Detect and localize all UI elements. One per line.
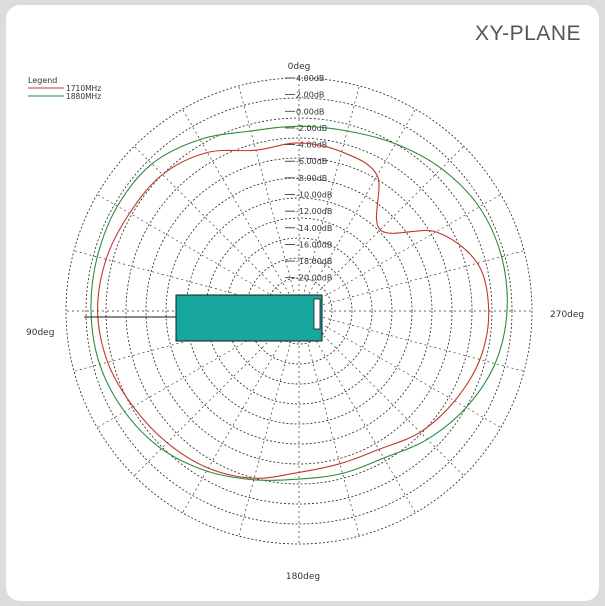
polar-plot: 4.00dB 2.00dB 0.00dB -2.00dB -4.00dB -6.00dB -… xyxy=(26,62,584,582)
grid-ring xyxy=(105,117,493,505)
grid-spoke xyxy=(298,310,416,513)
legend-entry: 1710MHz xyxy=(66,84,101,93)
grid-spoke xyxy=(133,145,300,312)
grid-spoke xyxy=(182,310,300,513)
grid-spoke xyxy=(298,310,360,537)
grid-spoke xyxy=(298,85,360,312)
grid-spoke xyxy=(298,145,465,312)
radial-tick-label: -18.00dB xyxy=(296,257,332,266)
grid-spoke xyxy=(298,109,416,312)
series-line-1880mhz xyxy=(90,125,508,481)
grid-ring xyxy=(265,277,333,345)
legend-entry: 1880MHz xyxy=(66,92,101,101)
series-line-1710mhz xyxy=(97,142,490,479)
grid-ring xyxy=(145,157,453,465)
grid-ring xyxy=(85,97,513,525)
chart-card: XY-PLANE 4.00dB 2.00dB 0.00dB -2.00dB -4.00d… xyxy=(6,5,599,601)
device-block xyxy=(175,294,323,342)
grid-spoke xyxy=(133,310,300,477)
grid-spoke xyxy=(298,310,501,428)
radial-tick-label: -6.00dB xyxy=(296,157,327,166)
grid-spoke xyxy=(182,109,300,312)
plane-title: XY-PLANE xyxy=(475,22,581,45)
angle-label-right: 270deg xyxy=(550,310,584,320)
grid-ring xyxy=(245,257,353,365)
legend-title: Legend xyxy=(28,76,57,85)
grid-spoke xyxy=(298,194,501,312)
radial-tick-label: -8.00dB xyxy=(296,174,327,183)
grid-spoke xyxy=(73,250,300,312)
grid-spoke xyxy=(298,310,525,372)
radial-tick-label: -16.00dB xyxy=(296,240,332,249)
grid-ring xyxy=(205,217,393,405)
grid-ring xyxy=(165,177,433,445)
angle-label-top: 0deg xyxy=(288,62,311,72)
radial-tick-label: 0.00dB xyxy=(296,107,324,116)
radial-tick-label: 4.00dB xyxy=(296,74,324,83)
angle-label-left: 90deg xyxy=(26,328,54,338)
radial-tick-label: -20.00dB xyxy=(296,274,332,283)
grid-spoke xyxy=(238,85,300,312)
radial-tick-label: -10.00dB xyxy=(296,191,332,200)
device-connector xyxy=(313,298,321,330)
grid-ring xyxy=(125,137,473,485)
grid-ring xyxy=(65,77,533,545)
grid-spoke xyxy=(298,310,465,477)
grid-spoke xyxy=(238,310,300,537)
angle-label-bottom: 180deg xyxy=(286,572,320,582)
radial-tick-label: -14.00dB xyxy=(296,224,332,233)
radial-tick-label: -4.00dB xyxy=(296,141,327,150)
grid-spoke xyxy=(97,194,300,312)
radial-tick-label: 2.00dB xyxy=(296,91,324,100)
grid-spoke xyxy=(97,310,300,428)
grid-spoke xyxy=(298,250,525,312)
radial-tick-label: -2.00dB xyxy=(296,124,327,133)
radial-tick-label: -12.00dB xyxy=(296,207,332,216)
grid-ring xyxy=(185,197,413,425)
